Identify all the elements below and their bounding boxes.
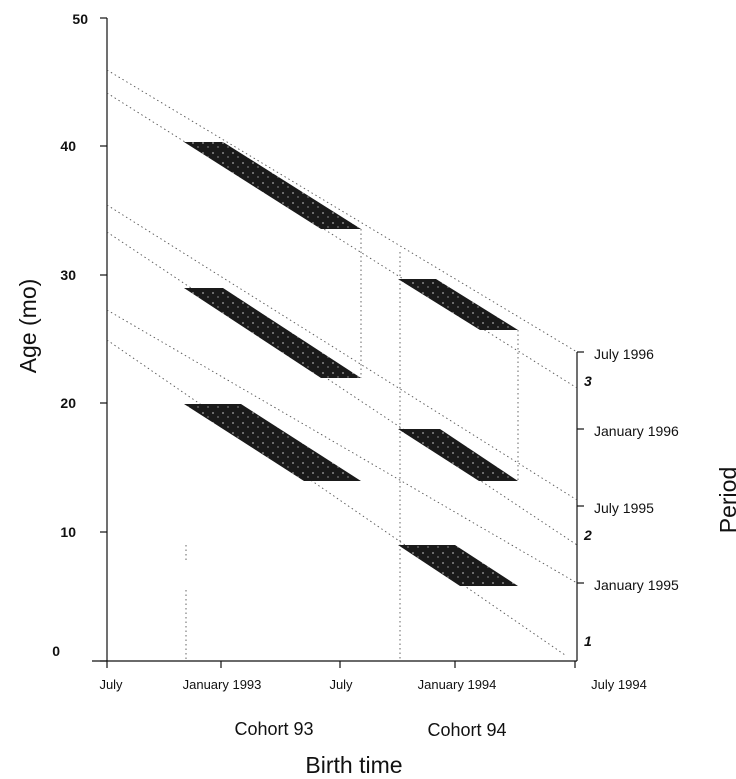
observation-areas: [184, 142, 518, 586]
period-date-january-1995: January 1995: [594, 577, 679, 593]
cohort-93-label: Cohort 93: [234, 719, 313, 739]
y-axis-ticks: [100, 17, 107, 662]
x-axis-title: Birth time: [305, 752, 402, 778]
lifelines: [106, 69, 578, 656]
y-tick-label-10: 10: [60, 524, 76, 540]
cohort94-middle-band: [398, 429, 518, 481]
y-tick-label-40: 40: [60, 138, 76, 154]
period-number-1: 1: [584, 633, 592, 649]
period-number-2: 2: [583, 527, 592, 543]
period-date-january-1996: January 1996: [594, 423, 679, 439]
x-tick-label-january-1993: January 1993: [183, 677, 262, 692]
cohort93-top-band: [184, 142, 361, 229]
y-tick-label-20: 20: [60, 395, 76, 411]
period-date-july-1996: July 1996: [594, 346, 654, 362]
period-axis-ticks: [577, 351, 584, 584]
y-tick-label-50: 50: [72, 11, 88, 27]
y-axis-title: Age (mo): [15, 279, 41, 374]
x-tick-label-july-1994: July 1994: [591, 677, 647, 692]
period-number-3: 3: [584, 373, 592, 389]
period-axis-title: Period: [715, 467, 736, 533]
x-axis-ticks: [106, 661, 576, 668]
y-tick-label-0: 0: [52, 643, 60, 659]
x-tick-label-july-2: July: [329, 677, 353, 692]
cohort93-middle-band: [184, 288, 361, 378]
y-tick-label-30: 30: [60, 267, 76, 283]
period-date-july-1995: July 1995: [594, 500, 654, 516]
cohort94-bottom-band: [398, 545, 518, 586]
cohort93-bottom-band: [184, 404, 361, 481]
x-tick-label-july: July: [99, 677, 123, 692]
x-tick-label-january-1994: January 1994: [418, 677, 497, 692]
cohort94-top-band: [398, 279, 518, 330]
cohort-94-label: Cohort 94: [427, 720, 506, 740]
vertical-guides: [185, 229, 519, 661]
